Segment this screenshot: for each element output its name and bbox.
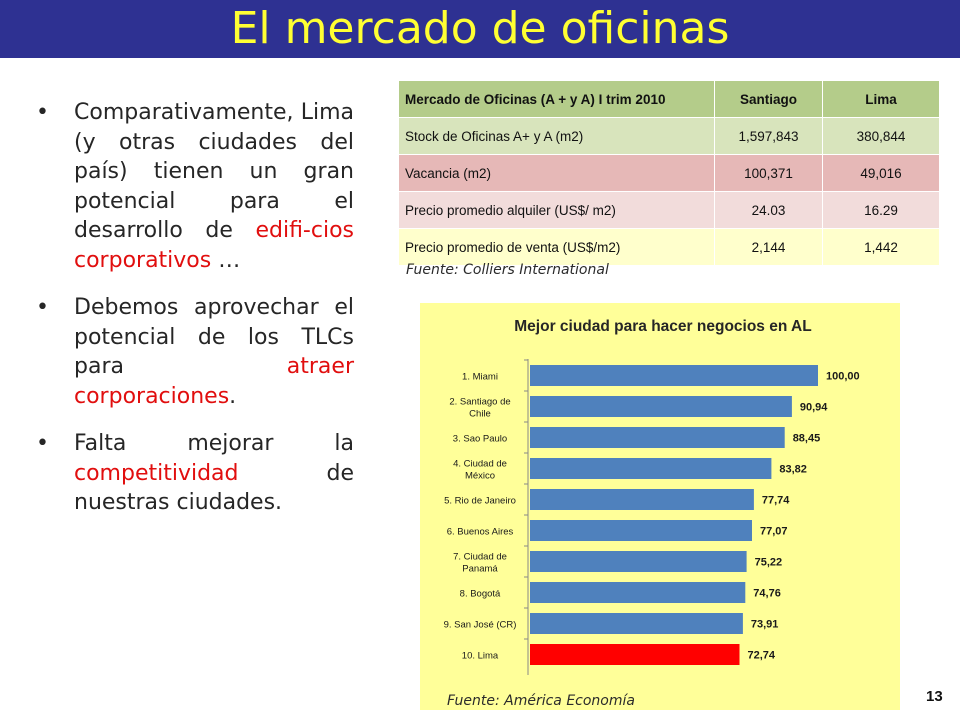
chart-value-label: 77,74 [762,495,790,507]
bullet-text: . [229,383,237,409]
table-header-label: Mercado de Oficinas (A + y A) I trim 201… [398,80,715,118]
table-cell-lima: 380,844 [822,117,940,155]
table-cell-lima: 49,016 [822,154,940,192]
bullet-text: de nuestras ciudades. [74,460,354,516]
bullet-text: … [211,247,241,273]
bullet-list: • Comparativamente, Lima (y otras ciudade… [30,98,354,536]
chart-bar [530,551,747,572]
table-row-label: Vacancia (m2) [398,154,715,192]
bullet-dot-icon: • [36,295,49,320]
bullet-text: Falta mejorar la [74,431,354,456]
chart-value-label: 83,82 [779,464,807,476]
table-header-santiago: Santiago [714,80,823,118]
table-cell-santiago: 100,371 [714,154,823,192]
chart-category-label: 6. Buenos Aires [447,527,514,538]
table-row-label: Precio promedio de venta (US$/m2) [398,228,715,266]
chart-category-label: 4. Ciudad de México [453,459,507,482]
bullet-item: • Debemos aprovechar el potencial de los … [30,293,354,411]
chart-bar [530,458,772,479]
chart-category-label: 8. Bogotá [460,589,501,600]
table-row-label: Precio promedio alquiler (US$/ m2) [398,191,715,229]
table-row: Precio promedio de venta (US$/m2) 2,144 … [398,228,940,266]
chart-category-label: 10. Lima [462,651,499,662]
title-bar [0,0,960,58]
city-ranking-chart: Mejor ciudad para hacer negocios en AL 1… [444,318,860,675]
table-row: Vacancia (m2) 100,371 49,016 [398,154,940,192]
chart-category-label: 1. Miami [462,372,498,383]
chart-category-label: 5. Rio de Janeiro [444,496,516,507]
bullet-text: Debemos aprovechar el potencial de los T… [74,295,354,379]
table-cell-santiago: 24.03 [714,191,823,229]
chart-bar [530,427,785,448]
chart-bar [530,520,752,541]
table-row: Stock de Oficinas A+ y A (m2) 1,597,843 … [398,117,940,155]
chart-category-label: 9. San José (CR) [444,620,517,631]
chart-value-label: 90,94 [800,402,828,414]
table-cell-lima: 16.29 [822,191,940,229]
chart-category-label: 2. Santiago de Chile [449,397,510,420]
bullet-dot-icon: • [36,100,49,125]
chart-panel: Mejor ciudad para hacer negocios en AL 1… [420,303,900,710]
page-number: 13 [926,688,943,705]
bullet-item: • Comparativamente, Lima (y otras ciudade… [30,98,354,275]
bullet-dot-icon: • [36,431,49,456]
chart-value-label: 72,74 [748,650,776,662]
chart-bar [530,365,818,386]
table-source: Fuente: Colliers International [406,262,609,278]
table-header-row: Mercado de Oficinas (A + y A) I trim 201… [398,80,940,118]
bullet-highlight-text: edifi-cios corporativos [74,218,354,273]
table-cell-santiago: 2,144 [714,228,823,266]
bullet-highlight-text: competitividad [74,460,239,486]
chart-value-label: 73,91 [751,619,779,631]
chart-title: Mejor ciudad para hacer negocios en AL [514,318,811,335]
chart-value-label: 74,76 [753,588,781,600]
chart-value-label: 75,22 [755,557,783,569]
chart-source: Fuente: América Economía [447,693,635,709]
table-row-label: Stock de Oficinas A+ y A (m2) [398,117,715,155]
bullet-item: • Falta mejorar la competitividad de nues… [30,429,354,518]
chart-bar [530,582,746,603]
chart-value-label: 77,07 [760,526,788,538]
table-cell-santiago: 1,597,843 [714,117,823,155]
chart-bar [530,489,754,510]
table-cell-lima: 1,442 [822,228,940,266]
chart-bar [530,644,740,665]
chart-value-label: 88,45 [793,433,821,445]
chart-bar [530,396,792,417]
bullet-highlight-text: atraer corporaciones [74,354,354,409]
table-header-lima: Lima [822,80,940,118]
office-market-table: Mercado de Oficinas (A + y A) I trim 201… [398,80,940,266]
chart-category-label: 7. Ciudad de Panamá [453,552,507,575]
table-row: Precio promedio alquiler (US$/ m2) 24.03… [398,191,940,229]
chart-category-label: 3. Sao Paulo [453,434,507,445]
chart-bar [530,613,743,634]
slide-title: El mercado de oficinas [230,3,730,54]
bullet-text: Comparativamente, Lima (y otras ciudades… [74,100,354,243]
chart-value-label: 100,00 [826,371,860,383]
